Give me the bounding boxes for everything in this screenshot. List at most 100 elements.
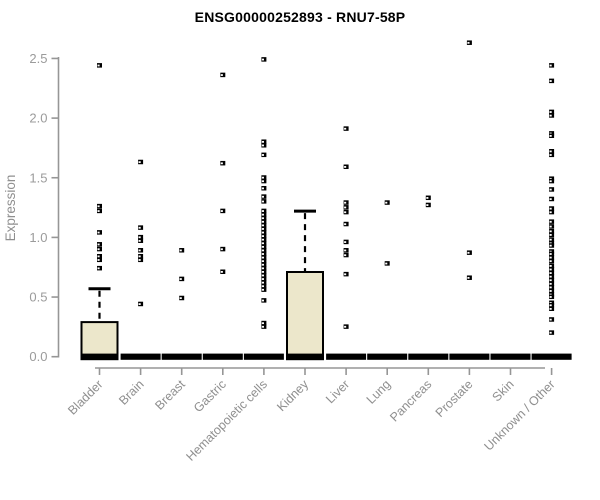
x-tick-label: Liver (323, 377, 352, 406)
outlier-point-center (549, 198, 552, 201)
outlier-point-center (261, 231, 264, 234)
outlier-point-center (549, 64, 552, 67)
outlier-point-center (549, 268, 552, 271)
flat-box-bar (408, 353, 449, 360)
box-group (490, 353, 531, 360)
outlier-point-center (220, 162, 223, 165)
outlier-point-center (549, 211, 552, 214)
outlier-point-center (179, 297, 182, 300)
outlier-point-center (426, 204, 429, 206)
outlier-point-center (97, 267, 100, 270)
chart-title: ENSG00000252893 - RNU7-58P (194, 9, 406, 25)
outlier-point-center (549, 256, 552, 259)
y-axis-title: Expression (3, 175, 18, 242)
outlier-point-center (97, 255, 100, 258)
outlier-point-center (220, 74, 223, 76)
outlier-point-center (220, 248, 223, 251)
outlier-point-center (467, 251, 470, 254)
outlier-point-center (385, 201, 388, 204)
x-tick-label: Brain (116, 377, 147, 408)
outlier-point-center (426, 197, 429, 199)
outlier-point-center (97, 231, 100, 234)
outlier-point-center (549, 80, 552, 82)
outlier-point-center (261, 256, 264, 259)
outlier-point-center (344, 166, 347, 168)
box-group (326, 126, 367, 360)
outlier-point-center (138, 239, 141, 242)
x-tick-label: Skin (490, 377, 517, 404)
x-tick-label: Prostate (433, 377, 476, 420)
outlier-point-center (467, 276, 470, 279)
outlier-point-center (261, 220, 264, 223)
box-body (286, 270, 324, 361)
outlier-point-center (261, 299, 264, 302)
outlier-point-center (261, 322, 264, 325)
outlier-point-center (344, 206, 347, 209)
outlier-point-center (261, 253, 264, 255)
outlier-point-center (138, 161, 141, 164)
outlier-point-center (261, 285, 264, 288)
outlier-point-center (179, 278, 182, 280)
x-tick-label: Lung (364, 377, 394, 407)
box-group (449, 40, 490, 360)
outlier-point-center (549, 304, 552, 307)
median-line (80, 353, 119, 360)
outlier-point-center (261, 235, 264, 238)
outlier-point-center (549, 134, 552, 137)
outlier-point-center (549, 188, 552, 191)
outlier-point-center (549, 275, 552, 278)
outlier-point-center (261, 278, 264, 280)
y-tick-label: 1.5 (29, 170, 47, 185)
outlier-point-center (549, 318, 552, 321)
flat-box-bar (202, 353, 243, 360)
outlier-point-center (549, 244, 552, 247)
outlier-point-center (97, 259, 100, 261)
box-group (120, 159, 161, 360)
outlier-point-center (549, 111, 552, 113)
y-tick-label: 2.0 (29, 111, 47, 126)
outlier-point-center (138, 255, 141, 258)
flat-box-bar (490, 353, 531, 360)
outlier-point-center (261, 267, 264, 270)
outlier-point-center (138, 249, 141, 252)
outlier-point-center (467, 41, 470, 44)
outlier-point-center (549, 331, 552, 334)
outlier-point-center (261, 187, 264, 190)
outlier-point-center (261, 249, 264, 252)
outlier-point-center (138, 226, 141, 229)
outlier-point-center (344, 201, 347, 204)
box-group (286, 209, 324, 361)
y-tick-label: 0.5 (29, 290, 47, 305)
x-tick-label: Unknown / Other (481, 377, 557, 453)
outlier-point-center (220, 210, 223, 212)
flat-box-bar (531, 353, 572, 360)
outlier-point-center (97, 210, 100, 212)
flat-box-bar (161, 353, 202, 360)
box-group (202, 72, 243, 360)
box-group (80, 63, 119, 361)
box-group (531, 63, 572, 360)
outlier-point-center (261, 260, 264, 263)
box-group (367, 200, 408, 360)
box-group (243, 57, 284, 360)
y-tick-label: 2.5 (29, 51, 47, 66)
outlier-point-center (261, 242, 264, 245)
x-tick-label: Kidney (274, 377, 311, 414)
outlier-point-center (549, 253, 552, 255)
outlier-point-center (549, 220, 552, 223)
outlier-point-center (549, 286, 552, 289)
outlier-point-center (261, 200, 264, 203)
x-tick-label: Breast (152, 377, 188, 413)
y-tick-label: 1.0 (29, 230, 47, 245)
outlier-point-center (179, 249, 182, 252)
outlier-point-center (549, 150, 552, 153)
x-tick-label: Bladder (65, 377, 105, 417)
y-axis: 0.0 0.5 1.0 1.5 2.0 2.5 (29, 51, 60, 364)
outlier-point-center (97, 205, 100, 208)
outlier-point-center (549, 296, 552, 298)
outlier-point-center (549, 265, 552, 267)
outlier-point-center (549, 290, 552, 292)
x-tick-label: Pancreas (387, 377, 434, 424)
